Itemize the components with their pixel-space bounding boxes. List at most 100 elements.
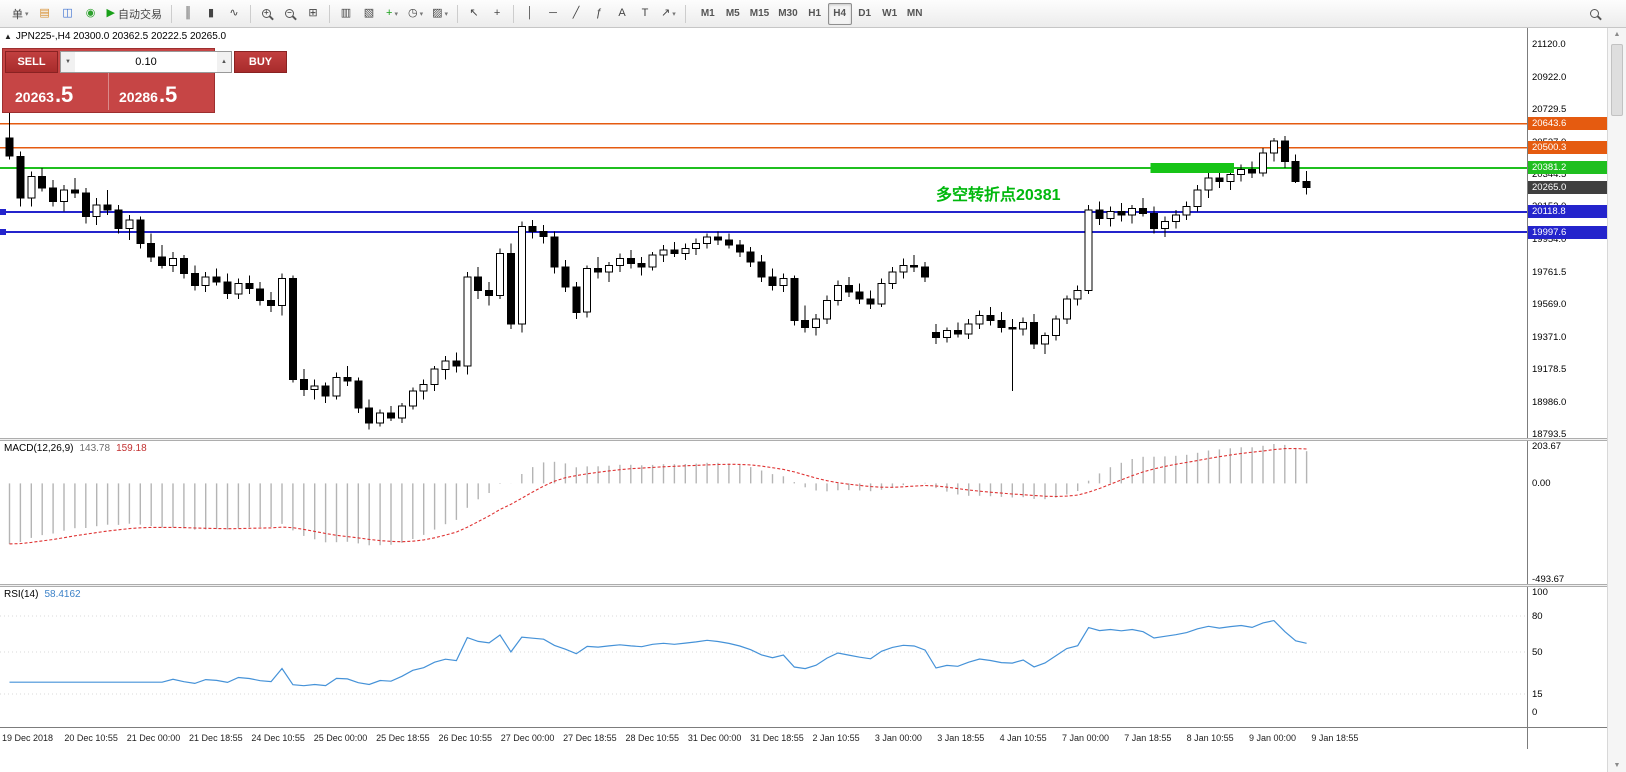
tile-windows-button[interactable]: ⊞: [302, 3, 324, 25]
arrows-button[interactable]: ↗ ▾: [657, 3, 680, 25]
sell-button[interactable]: SELL: [5, 51, 58, 73]
time-label: 7 Jan 18:55: [1124, 733, 1172, 743]
rsi-value: 58.4162: [44, 589, 81, 600]
new-chart-button[interactable]: + ▾: [381, 3, 403, 25]
macd-chart: [8, 444, 1308, 546]
timeframe-h4-button[interactable]: H4: [827, 2, 852, 25]
timeframe-buttons: M1 M5 M15 M30 H1 H4 D1 W1 MN: [696, 2, 927, 25]
bar-chart-type-button[interactable]: ║: [177, 3, 199, 25]
macd-tick: 0.00: [1532, 478, 1551, 490]
text-label-icon: T: [641, 7, 649, 19]
price-tick: 19371.0: [1532, 332, 1567, 344]
templates-button[interactable]: ▨ ▾: [428, 3, 452, 25]
toolbar-separator: [684, 4, 686, 23]
time-label: 7 Jan 00:00: [1061, 733, 1109, 743]
price-tag: 20500.3: [1528, 141, 1607, 155]
price-tag: 19997.6: [1528, 225, 1607, 239]
vertical-scrollbar[interactable]: ▲ ▼: [1607, 28, 1626, 772]
market-watch-icon-icon: ◫: [62, 7, 73, 19]
zoom-out-button[interactable]: [279, 3, 301, 25]
scrollbar-thumb[interactable]: [1611, 44, 1623, 116]
new-order-button-label: 单: [12, 8, 23, 21]
time-label: 28 Dec 10:55: [625, 733, 680, 743]
buy-button[interactable]: BUY: [234, 51, 287, 73]
time-label: 21 Dec 00:00: [126, 733, 181, 743]
scroll-up-icon[interactable]: ▲: [1613, 31, 1621, 38]
panel-sizer[interactable]: [0, 438, 1607, 441]
volume-decrease-button[interactable]: ▼: [61, 52, 75, 72]
zoom-in-icon: [262, 8, 272, 18]
scroll-down-icon[interactable]: ▼: [1613, 762, 1621, 769]
rsi-scale[interactable]: 100 80 50 15 0: [1527, 587, 1607, 727]
candlestick-type-button[interactable]: ▮: [200, 3, 222, 25]
timeframe-m15-button[interactable]: M15: [749, 8, 770, 19]
buy-price-frac: .5: [158, 82, 178, 108]
indicators-list-button[interactable]: ▥: [335, 3, 357, 25]
candlestick-type-icon: ▮: [207, 7, 215, 19]
macd-scale[interactable]: 203.67 0.00 -493.67: [1527, 441, 1607, 584]
line-chart-type-button[interactable]: ∿: [223, 3, 245, 25]
macd-value-signal: 159.18: [116, 443, 147, 454]
caret-down-icon: ▾: [25, 10, 29, 18]
trendline-button[interactable]: ╱: [565, 3, 587, 25]
volume-control: ▼ ▲: [60, 51, 232, 73]
rsi-tick: 80: [1532, 611, 1543, 622]
strategy-tester-icon-button[interactable]: ◉: [80, 3, 102, 25]
price-tag: 20381.2: [1528, 161, 1607, 175]
macd-value-main: 143.78: [79, 443, 111, 454]
one-click-trading-panel: SELL ▼ ▲ BUY 20263 .5 20286 .5: [2, 48, 287, 113]
price-tick: 21120.0: [1532, 38, 1566, 50]
rsi-name: RSI(14): [4, 589, 39, 600]
search-icon: [1589, 9, 1599, 18]
autotrading-button[interactable]: ▶ 自动交易: [103, 3, 166, 25]
sell-price: 20263 .5: [5, 73, 108, 110]
autotrading-icon: ▶: [106, 7, 115, 19]
panel-sizer[interactable]: [0, 584, 1607, 587]
toolbar-separator: [328, 4, 330, 23]
chart-window-icon-button[interactable]: ▤: [34, 3, 56, 25]
price-tick: 19178.5: [1532, 364, 1567, 376]
fibonacci-button[interactable]: ƒ: [588, 3, 610, 25]
macd-panel[interactable]: MACD(12,26,9) 143.78 159.18: [0, 441, 1527, 584]
horizontal-line-button[interactable]: ─: [542, 3, 564, 25]
zoom-in-button[interactable]: [256, 3, 278, 25]
one-click-toggle-icon[interactable]: ▲: [4, 32, 12, 41]
toolbar: 单▾▤◫◉▶自动交易║▮∿⊞▥▧+▾◷▾▨▾↖+│─╱ƒAT↗▾ M1M5M15…: [0, 0, 1626, 28]
indicator-window-icon: ▧: [363, 7, 375, 19]
toolbar-right: [1583, 3, 1621, 25]
timeframe-mn-button[interactable]: MN: [906, 8, 923, 19]
templates-icon: ▨: [432, 7, 443, 19]
timeframe-m30-button[interactable]: M30: [778, 8, 798, 19]
timeframe-m1-button[interactable]: M1: [700, 8, 715, 19]
timeframe-m5-button[interactable]: M5: [725, 8, 740, 19]
time-axis[interactable]: 19 Dec 2018 20 Dec 10:55 21 Dec 00:00 21 De…: [0, 727, 1527, 749]
vertical-line-button[interactable]: │: [519, 3, 541, 25]
indicator-window-button[interactable]: ▧: [358, 3, 380, 25]
main-price-scale[interactable]: 21120.020922.020729.520537.020344.520152…: [1527, 28, 1607, 438]
time-label: 2 Jan 10:55: [812, 733, 860, 743]
timeframe-d1-button[interactable]: D1: [858, 8, 872, 19]
rsi-panel[interactable]: RSI(14) 58.4162: [0, 587, 1527, 727]
timeframe-h1-button[interactable]: H1: [808, 8, 822, 19]
vertical-line-icon: │: [526, 7, 534, 19]
volume-input[interactable]: [75, 52, 217, 72]
text-button[interactable]: A: [611, 3, 633, 25]
strategy-tester-icon-icon: ◉: [85, 7, 96, 19]
volume-increase-button[interactable]: ▲: [217, 52, 231, 72]
text-label-button[interactable]: T: [634, 3, 656, 25]
fibonacci-icon: ƒ: [595, 7, 603, 19]
price-tick: 19761.5: [1532, 266, 1567, 278]
cursor-icon: ↖: [469, 7, 479, 19]
timeframe-w1-button[interactable]: W1: [882, 8, 898, 19]
time-label: 8 Jan 10:55: [1186, 733, 1234, 743]
crosshair-button[interactable]: +: [486, 3, 508, 25]
periods-button[interactable]: ◷ ▾: [404, 3, 427, 25]
search-button[interactable]: [1583, 3, 1605, 25]
main-chart[interactable]: ▲ JPN225-,H4 20300.0 20362.5 20222.5 202…: [0, 28, 1527, 438]
caret-down-icon: ▾: [419, 10, 424, 18]
macd-label: MACD(12,26,9) 143.78 159.18: [4, 443, 147, 454]
market-watch-icon-button[interactable]: ◫: [57, 3, 79, 25]
new-order-button[interactable]: 单 ▾: [5, 3, 33, 25]
cursor-button[interactable]: ↖: [463, 3, 485, 25]
rsi-tick: 0: [1532, 707, 1538, 718]
